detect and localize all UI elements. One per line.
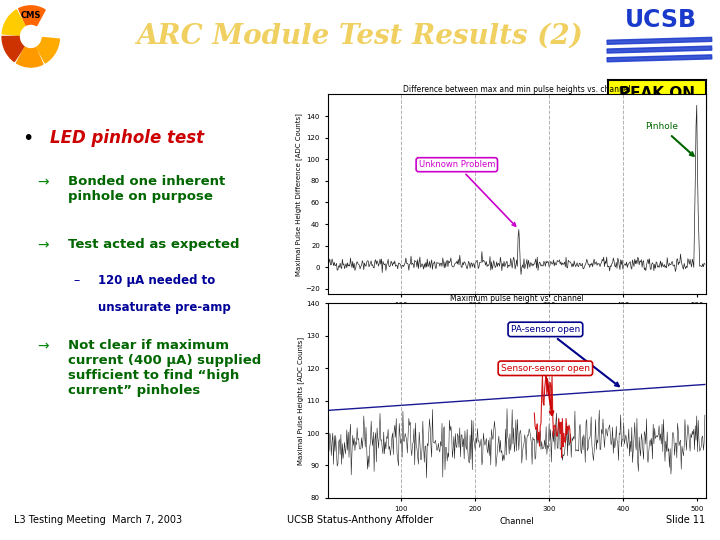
Wedge shape	[37, 38, 59, 63]
Wedge shape	[2, 10, 25, 35]
Wedge shape	[19, 6, 45, 26]
Text: Not clear if maximum
current (400 μA) supplied
sufficient to find “high
current”: Not clear if maximum current (400 μA) su…	[68, 339, 261, 397]
Wedge shape	[17, 47, 43, 67]
Text: L3 Testing Meeting  March 7, 2003: L3 Testing Meeting March 7, 2003	[14, 515, 183, 525]
Text: Unknown Problem: Unknown Problem	[418, 160, 516, 226]
Text: Slide 11: Slide 11	[667, 515, 706, 525]
Title: Difference between max and min pulse heights vs. channel: Difference between max and min pulse hei…	[402, 85, 631, 94]
X-axis label: Channel: Channel	[499, 517, 534, 526]
Y-axis label: Maximal Pulse Height Difference [ADC Counts]: Maximal Pulse Height Difference [ADC Cou…	[296, 113, 302, 276]
Text: LED pinhole test: LED pinhole test	[50, 129, 204, 147]
Text: CMS: CMS	[21, 11, 41, 20]
Text: Sensor-sensor open: Sensor-sensor open	[501, 364, 590, 415]
FancyArrow shape	[607, 46, 712, 53]
Text: 120 μA needed to: 120 μA needed to	[98, 274, 215, 287]
Text: →: →	[37, 238, 49, 252]
Text: Bonded one inherent
pinhole on purpose: Bonded one inherent pinhole on purpose	[68, 175, 225, 203]
Text: →: →	[37, 339, 49, 353]
Text: Pinhole: Pinhole	[645, 123, 693, 156]
Text: UCSB Status-Anthony Affolder: UCSB Status-Anthony Affolder	[287, 515, 433, 525]
Text: –: –	[73, 274, 80, 287]
Text: UCSB: UCSB	[624, 9, 696, 32]
FancyArrow shape	[607, 55, 712, 62]
X-axis label: Channel: Channel	[499, 314, 534, 322]
Text: PA-sensor open: PA-sensor open	[510, 325, 619, 386]
Text: •: •	[22, 129, 34, 148]
Text: →: →	[37, 175, 49, 189]
FancyArrow shape	[607, 37, 712, 44]
Title: Maximum pulse height vs. channel: Maximum pulse height vs. channel	[450, 294, 583, 303]
Wedge shape	[2, 36, 24, 62]
Text: unsaturate pre-amp: unsaturate pre-amp	[98, 301, 230, 314]
Text: PEAK ON: PEAK ON	[619, 86, 695, 102]
Text: Test acted as expected: Test acted as expected	[68, 238, 239, 251]
Y-axis label: Maximal Pulse Heights [ADC Counts]: Maximal Pulse Heights [ADC Counts]	[297, 336, 304, 465]
Text: ARC Module Test Results (2): ARC Module Test Results (2)	[137, 23, 583, 50]
